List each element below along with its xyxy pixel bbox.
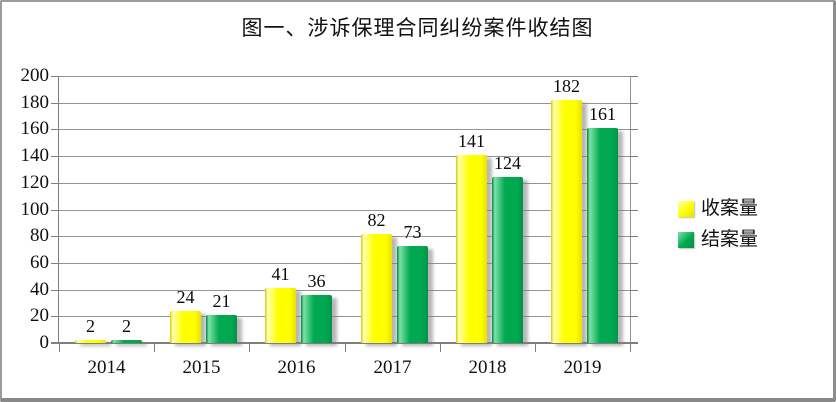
bar-结案量-2018 (492, 177, 523, 343)
y-axis-tick (51, 236, 59, 237)
y-axis-label: 80 (30, 225, 49, 246)
y-axis-tick (51, 290, 59, 291)
y-axis-label: 160 (20, 118, 50, 139)
data-label-收案量-2019: 182 (553, 76, 580, 96)
y-axis-tick-right (630, 183, 638, 184)
gridline (59, 103, 630, 104)
x-axis-tick (345, 344, 346, 352)
gridline (59, 76, 630, 77)
gridline (59, 129, 630, 130)
y-axis-tick-right (630, 236, 638, 237)
gridline (59, 236, 630, 237)
y-axis-tick (51, 76, 59, 77)
data-label-结案量-2017: 73 (403, 222, 422, 242)
y-axis-label: 140 (20, 145, 50, 166)
data-label-收案量-2017: 82 (367, 210, 386, 230)
y-axis-tick-right (630, 210, 638, 211)
data-label-结案量-2018: 124 (494, 153, 521, 173)
y-axis-tick (51, 210, 59, 211)
y-axis-tick (51, 183, 59, 184)
data-label-收案量-2015: 24 (176, 287, 195, 307)
y-axis-label: 0 (39, 332, 50, 353)
y-axis-tick (51, 129, 59, 130)
y-axis-tick-right (630, 290, 638, 291)
y-axis-tick-right (630, 263, 638, 264)
bar-收案量-2014 (75, 340, 106, 343)
x-axis-label: 2014 (87, 357, 126, 378)
y-axis-label: 120 (20, 172, 50, 193)
legend-label: 结案量 (701, 229, 759, 250)
x-axis-label: 2015 (182, 357, 221, 378)
y-axis-tick (51, 316, 59, 317)
legend-swatch-icon (678, 231, 694, 248)
gridline (59, 316, 630, 317)
legend: 收案量 结案量 (678, 198, 758, 260)
legend-label: 收案量 (701, 198, 759, 219)
y-axis-label: 60 (30, 252, 49, 273)
y-axis-label: 20 (30, 305, 49, 326)
y-axis-line (58, 76, 59, 343)
bar-结案量-2019 (587, 128, 618, 343)
y-axis-tick-right (630, 156, 638, 157)
x-axis-tick (630, 344, 631, 352)
bar-收案量-2019 (551, 100, 582, 343)
bar-收案量-2015 (170, 311, 201, 343)
x-axis-tick (59, 344, 60, 352)
y-axis-tick-right (630, 129, 638, 130)
y-axis-label: 40 (30, 279, 49, 300)
bar-收案量-2017 (361, 234, 392, 343)
x-axis-label: 2018 (468, 357, 507, 378)
bar-结案量-2014 (111, 340, 142, 343)
bar-收案量-2018 (456, 155, 487, 343)
y-axis-label: 200 (20, 65, 50, 86)
y-axis-label: 180 (20, 92, 50, 113)
x-axis-line (51, 342, 638, 344)
legend-item-收案量: 收案量 (678, 198, 758, 219)
gridline (59, 210, 630, 211)
data-label-收案量-2016: 41 (271, 264, 290, 284)
bar-结案量-2017 (397, 246, 428, 343)
y-axis-tick-right (630, 76, 638, 77)
x-axis-tick (440, 344, 441, 352)
x-axis-label: 2019 (563, 357, 602, 378)
legend-swatch-icon (678, 200, 694, 217)
y-axis-tick (51, 156, 59, 157)
gridline (59, 290, 630, 291)
y-axis-label: 100 (20, 199, 50, 220)
data-label-结案量-2015: 21 (212, 291, 231, 311)
data-label-结案量-2014: 2 (122, 316, 131, 336)
y-axis-tick (51, 103, 59, 104)
data-label-收案量-2018: 141 (458, 131, 485, 151)
y-axis-tick-right (630, 103, 638, 104)
x-axis-label: 2017 (373, 357, 412, 378)
data-label-结案量-2019: 161 (589, 104, 616, 124)
plot-area: 0 20 40 60 80 100 120 140 160 180 200 2014 2015 2016 2… (2, 2, 833, 398)
bar-收案量-2016 (265, 288, 296, 343)
bar-结案量-2015 (206, 315, 237, 343)
y-axis-tick (51, 263, 59, 264)
x-axis-tick (249, 344, 250, 352)
data-label-结案量-2016: 36 (307, 271, 326, 291)
y-axis-tick-right (630, 316, 638, 317)
x-axis-tick (535, 344, 536, 352)
data-label-收案量-2014: 2 (86, 316, 95, 336)
chart-title: 图一、涉诉保理合同纠纷案件收结图 (241, 16, 594, 40)
bar-结案量-2016 (301, 295, 332, 343)
gridline (59, 156, 630, 157)
gridline (59, 263, 630, 264)
x-axis-label: 2016 (277, 357, 316, 378)
gridline (59, 183, 630, 184)
x-axis-tick (154, 344, 155, 352)
plot-right-border (630, 76, 631, 343)
legend-item-结案量: 结案量 (678, 229, 758, 250)
